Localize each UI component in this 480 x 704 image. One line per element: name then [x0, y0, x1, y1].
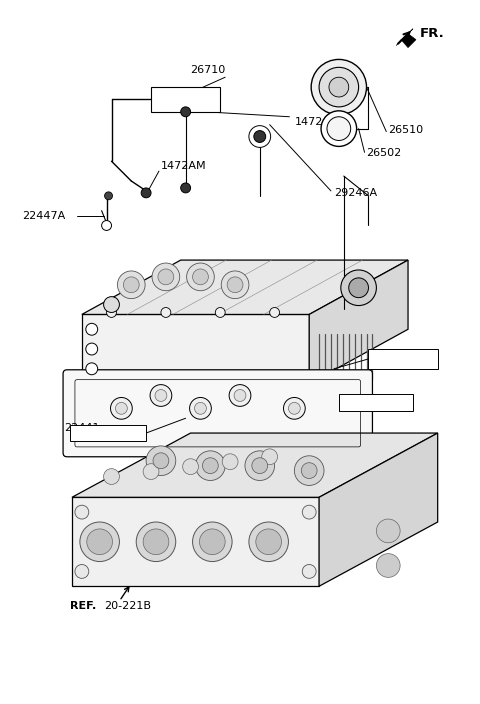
Circle shape — [256, 529, 281, 555]
Circle shape — [321, 111, 357, 146]
Circle shape — [376, 553, 400, 577]
Polygon shape — [70, 425, 146, 441]
Text: FR.: FR. — [420, 27, 444, 40]
Circle shape — [222, 454, 238, 470]
Circle shape — [153, 453, 169, 469]
Circle shape — [136, 522, 176, 562]
Polygon shape — [72, 433, 438, 497]
Circle shape — [227, 277, 243, 293]
Circle shape — [118, 271, 145, 298]
Text: 26502: 26502 — [367, 149, 402, 158]
Circle shape — [252, 458, 268, 474]
Polygon shape — [319, 433, 438, 586]
Circle shape — [216, 308, 225, 318]
Circle shape — [86, 343, 97, 355]
Circle shape — [152, 263, 180, 291]
Circle shape — [155, 389, 167, 401]
Circle shape — [319, 68, 359, 107]
Polygon shape — [82, 260, 408, 315]
Circle shape — [302, 565, 316, 579]
Circle shape — [123, 277, 139, 293]
Circle shape — [284, 398, 305, 419]
Circle shape — [349, 278, 369, 298]
Circle shape — [200, 529, 225, 555]
Circle shape — [161, 308, 171, 318]
Text: 26740: 26740 — [378, 354, 414, 364]
Circle shape — [150, 384, 172, 406]
Circle shape — [86, 363, 97, 375]
Text: 29246A: 29246A — [334, 188, 377, 198]
Circle shape — [190, 398, 211, 419]
Circle shape — [75, 505, 89, 519]
Polygon shape — [309, 260, 408, 384]
Circle shape — [116, 403, 127, 414]
Text: REF.: REF. — [70, 601, 96, 611]
Circle shape — [143, 529, 169, 555]
Text: 26510: 26510 — [388, 125, 423, 134]
FancyBboxPatch shape — [63, 370, 372, 457]
Polygon shape — [396, 29, 416, 48]
Circle shape — [229, 384, 251, 406]
Circle shape — [102, 220, 111, 230]
Circle shape — [180, 183, 191, 193]
Circle shape — [234, 389, 246, 401]
Circle shape — [294, 455, 324, 486]
Circle shape — [262, 449, 277, 465]
Circle shape — [270, 308, 279, 318]
Circle shape — [104, 296, 120, 313]
Circle shape — [110, 398, 132, 419]
Circle shape — [86, 323, 97, 335]
Circle shape — [249, 125, 271, 147]
Circle shape — [341, 270, 376, 306]
Circle shape — [288, 403, 300, 414]
Circle shape — [158, 269, 174, 285]
Text: 26710: 26710 — [191, 65, 226, 75]
Text: 22441: 22441 — [64, 423, 99, 433]
Circle shape — [143, 464, 159, 479]
Circle shape — [329, 77, 349, 97]
Circle shape — [75, 565, 89, 579]
Circle shape — [104, 469, 120, 484]
Text: 1472AM: 1472AM — [161, 161, 206, 171]
Polygon shape — [151, 87, 220, 112]
Circle shape — [221, 271, 249, 298]
Text: 22447A: 22447A — [23, 210, 66, 220]
Circle shape — [203, 458, 218, 474]
Circle shape — [183, 459, 199, 474]
Circle shape — [187, 263, 214, 291]
Circle shape — [376, 519, 400, 543]
Circle shape — [192, 522, 232, 562]
Circle shape — [180, 107, 191, 117]
Circle shape — [105, 192, 112, 200]
Circle shape — [302, 505, 316, 519]
Text: 22410A: 22410A — [357, 398, 400, 408]
Polygon shape — [72, 497, 319, 586]
Circle shape — [192, 269, 208, 285]
Polygon shape — [369, 349, 438, 369]
Circle shape — [146, 446, 176, 476]
Circle shape — [311, 59, 367, 115]
Circle shape — [327, 117, 351, 141]
Circle shape — [195, 451, 225, 481]
Circle shape — [107, 308, 117, 318]
Circle shape — [194, 403, 206, 414]
Polygon shape — [82, 315, 309, 384]
Circle shape — [80, 522, 120, 562]
Circle shape — [141, 188, 151, 198]
Circle shape — [87, 529, 112, 555]
Polygon shape — [339, 394, 413, 411]
Text: 1472AM: 1472AM — [294, 117, 340, 127]
Circle shape — [301, 463, 317, 479]
Circle shape — [245, 451, 275, 481]
Text: 20-221B: 20-221B — [105, 601, 152, 611]
Circle shape — [254, 131, 266, 142]
Circle shape — [249, 522, 288, 562]
